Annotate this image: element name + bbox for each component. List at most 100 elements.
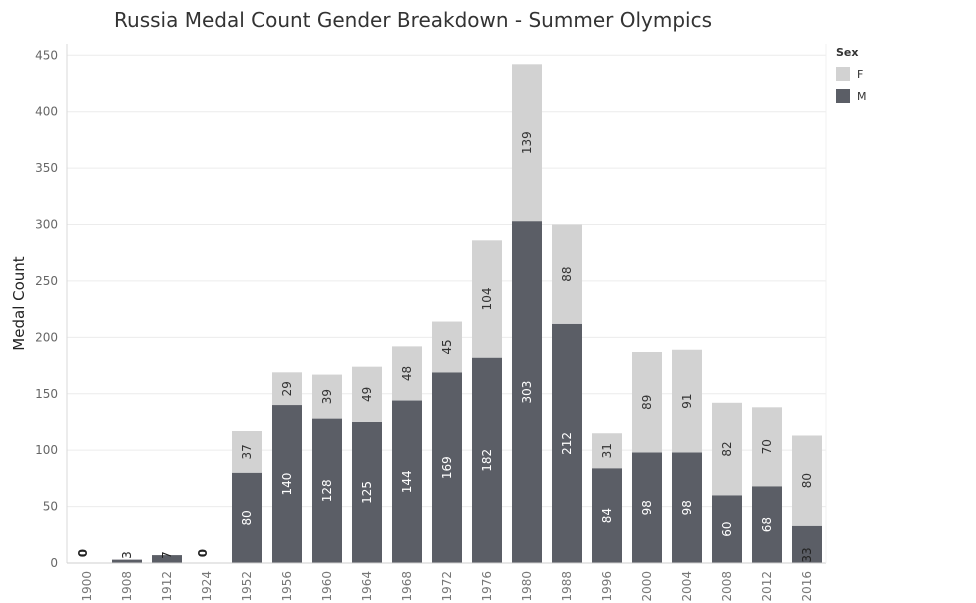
- x-tick-label: 2016: [800, 571, 814, 602]
- data-label-f: 39: [320, 389, 334, 404]
- data-label-f: 37: [240, 444, 254, 459]
- bar-f: [472, 240, 502, 358]
- legend-label-m: M: [857, 89, 867, 103]
- data-label-f: 139: [520, 131, 534, 154]
- data-label-m: 140: [280, 473, 294, 496]
- bar-f: [352, 366, 382, 422]
- data-label-m: 303: [520, 381, 534, 404]
- x-tick-label: 1908: [120, 571, 134, 602]
- bar-m: [232, 472, 262, 563]
- legend-item-m[interactable]: M: [836, 85, 867, 107]
- x-tick-label: 1980: [520, 571, 534, 602]
- bar-m: [712, 495, 742, 563]
- label-layer: 0 3 7 0803714029128391254914448169451821043…: [76, 131, 814, 562]
- y-tick-label: 350: [35, 161, 58, 175]
- data-label-m: 98: [640, 500, 654, 515]
- bar-m: [312, 418, 342, 563]
- x-tick-label: 1988: [560, 571, 574, 602]
- data-label-f: 70: [760, 439, 774, 454]
- x-tick-label: 1956: [280, 571, 294, 602]
- data-label-m: 144: [400, 470, 414, 493]
- x-tick-label: 2008: [720, 571, 734, 602]
- bar-m: [512, 221, 542, 563]
- bar-m: [752, 486, 782, 563]
- bar-f: [552, 224, 582, 324]
- x-tick-label: 1960: [320, 571, 334, 602]
- bar-m: [432, 372, 462, 563]
- bar-f: [592, 433, 622, 469]
- bar-f: [632, 352, 662, 453]
- data-label-m: 60: [720, 522, 734, 537]
- data-label-f: 80: [800, 473, 814, 488]
- bar-f: [232, 430, 262, 473]
- data-label-f: 82: [720, 441, 734, 456]
- legend: Sex F M: [836, 46, 867, 107]
- y-tick-label: 0: [50, 556, 58, 570]
- legend-swatch-f: [836, 67, 850, 81]
- bar-m: [392, 400, 422, 563]
- y-axis-title: Medal Count: [10, 256, 28, 350]
- data-label-m: 68: [760, 517, 774, 532]
- data-label-m: 3: [120, 551, 134, 559]
- data-label-m: 212: [560, 432, 574, 455]
- bar-m: [112, 559, 142, 563]
- data-label-f: 89: [640, 395, 654, 410]
- data-label-m: 0: [76, 549, 90, 557]
- data-label-f: 88: [560, 267, 574, 282]
- bar-f: [432, 321, 462, 373]
- bar-f: [512, 64, 542, 222]
- data-label-m: 182: [480, 449, 494, 472]
- bar-f: [792, 435, 822, 526]
- data-label-f: 49: [360, 387, 374, 402]
- bar-layer: [112, 64, 822, 563]
- bar-m: [552, 323, 582, 563]
- bar-m: [632, 452, 662, 563]
- bar-m: [152, 555, 182, 563]
- data-label-f: 104: [480, 288, 494, 311]
- x-tick-label: 1952: [240, 571, 254, 602]
- data-label-m: 169: [440, 456, 454, 479]
- y-tick-label: 250: [35, 274, 58, 288]
- x-tick-label: 1996: [600, 571, 614, 602]
- bar-m: [792, 525, 822, 563]
- data-label-m: 7: [160, 551, 174, 559]
- data-label-m: 0: [196, 549, 210, 557]
- x-tick-label: 1972: [440, 571, 454, 602]
- bar-f: [392, 346, 422, 401]
- bar-f: [672, 349, 702, 453]
- bar-f: [712, 402, 742, 496]
- x-tick-label: 1912: [160, 571, 174, 602]
- data-label-m: 98: [680, 500, 694, 515]
- legend-title: Sex: [836, 46, 859, 59]
- x-tick-label: 1924: [200, 571, 214, 602]
- y-tick-label: 100: [35, 443, 58, 457]
- data-label-f: 45: [440, 339, 454, 354]
- data-label-f: 48: [400, 366, 414, 381]
- y-tick-label: 150: [35, 387, 58, 401]
- bar-m: [352, 421, 382, 563]
- data-label-f: 31: [600, 443, 614, 458]
- bar-m: [272, 405, 302, 563]
- x-tick-label: 1964: [360, 571, 374, 602]
- bar-m: [592, 468, 622, 563]
- x-tick-label: 2012: [760, 571, 774, 602]
- x-tick-label: 1968: [400, 571, 414, 602]
- data-label-m: 125: [360, 481, 374, 504]
- bar-m: [672, 452, 702, 563]
- x-tick-label: 2000: [640, 571, 654, 602]
- chart-title: Russia Medal Count Gender Breakdown - Su…: [114, 8, 712, 32]
- data-label-m: 84: [600, 508, 614, 523]
- data-label-m: 33: [800, 547, 814, 562]
- bar-f: [312, 374, 342, 419]
- y-tick-label: 200: [35, 330, 58, 344]
- legend-item-f[interactable]: F: [836, 63, 867, 85]
- bar-f: [272, 372, 302, 406]
- y-tick-label: 50: [43, 500, 58, 514]
- data-label-m: 128: [320, 479, 334, 502]
- bar-f: [752, 407, 782, 487]
- x-tick-label: 1900: [80, 571, 94, 602]
- y-tick-label: 300: [35, 218, 58, 232]
- legend-swatch-m: [836, 89, 850, 103]
